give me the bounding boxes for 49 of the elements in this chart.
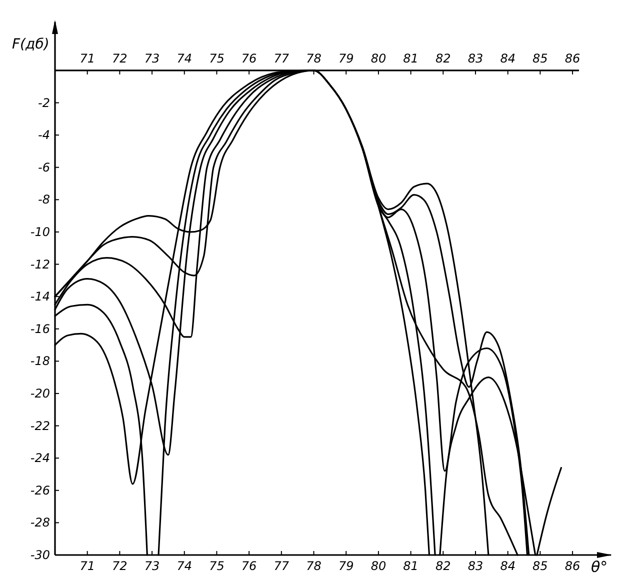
x2-tick-label: 83: [468, 559, 484, 573]
y-tick-label: -24: [30, 451, 50, 466]
x-tick-label: 72: [112, 51, 128, 66]
x2-tick-label: 79: [338, 559, 354, 573]
x-axis-title: θ°: [591, 558, 608, 576]
x2-tick-label: 72: [112, 559, 128, 573]
x-tick-label: 83: [468, 51, 484, 66]
y-tick-label: -12: [30, 257, 50, 272]
y-axis-title: F(дб): [12, 36, 50, 52]
x2-tick-label: 78: [306, 559, 322, 573]
y-tick-label: -16: [30, 322, 50, 336]
x2-tick-label: 76: [241, 559, 258, 573]
y-tick-label: -20: [30, 386, 50, 400]
y-tick-label: -28: [30, 516, 50, 530]
y-tick-label: -18: [30, 354, 50, 368]
y-tick-label: -2: [38, 96, 50, 110]
y-tick-label: -8: [38, 192, 50, 207]
x2-tick-label: 84: [500, 559, 516, 573]
x-tick-label: 77: [274, 51, 290, 66]
x2-tick-label: 73: [144, 559, 160, 573]
x2-tick-label: 71: [80, 559, 95, 573]
x-tick-label: 76: [241, 51, 258, 66]
x2-tick-label: 80: [370, 559, 386, 573]
x-tick-label: 71: [80, 51, 95, 66]
x-tick-label: 80: [370, 51, 386, 66]
y-tick-label: -30: [30, 548, 50, 562]
x-tick-label: 73: [144, 51, 160, 66]
x2-tick-label: 82: [436, 559, 451, 573]
x-tick-label: 75: [209, 51, 224, 66]
x2-tick-label: 86: [564, 559, 581, 573]
y-tick-label: -26: [30, 483, 50, 498]
x2-tick-label: 77: [274, 559, 290, 573]
x2-tick-label: 75: [209, 559, 224, 573]
x-tick-label: 85: [532, 51, 548, 66]
y-tick-label: -6: [38, 160, 50, 174]
x-tick-label: 79: [338, 51, 354, 66]
x-tick-label: 84: [500, 51, 516, 66]
x-tick-label: 82: [436, 51, 451, 66]
x2-tick-label: 85: [532, 559, 548, 573]
y-tick-label: -14: [30, 290, 50, 304]
x-tick-label: 78: [306, 51, 322, 66]
x-tick-label: 81: [403, 51, 418, 66]
y-tick-label: -10: [30, 224, 50, 239]
y-tick-label: -4: [38, 128, 50, 142]
y-tick-label: -22: [30, 418, 50, 433]
x-tick-label: 74: [176, 51, 192, 66]
x-tick-label: 86: [564, 51, 581, 66]
x2-tick-label: 81: [403, 559, 418, 573]
x2-tick-label: 74: [176, 559, 192, 573]
